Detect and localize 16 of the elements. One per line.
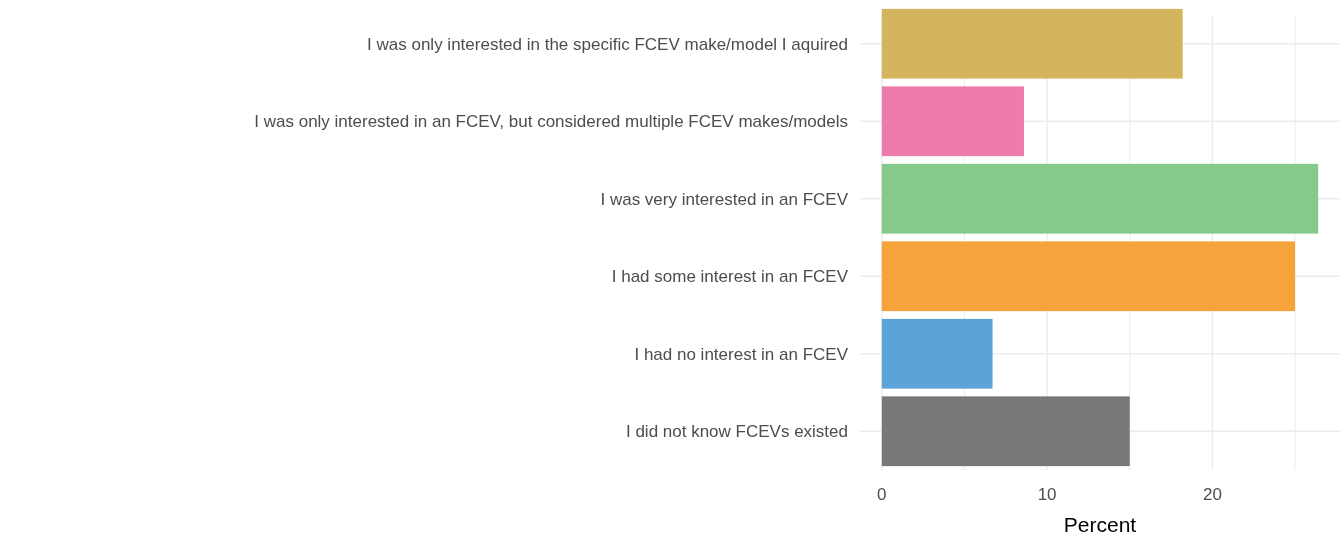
bar xyxy=(881,241,1296,312)
y-tick-label: I was only interested in the specific FCEV make/model I aquired xyxy=(367,34,848,54)
x-axis-title: Percent xyxy=(1063,513,1137,536)
y-tick-label: I had some interest in an FCEV xyxy=(611,267,849,287)
y-tick-label: I had no interest in an FCEV xyxy=(634,344,849,364)
x-tick-label: 0 xyxy=(877,485,887,504)
y-tick-label: I did not know FCEVs existed xyxy=(625,422,848,442)
bar xyxy=(881,86,1024,157)
bar xyxy=(881,318,993,389)
x-tick-label: 10 xyxy=(1037,485,1057,504)
bar xyxy=(881,163,1319,234)
y-tick-label: I was only interested in an FCEV, but considered multiple FCEV makes/models xyxy=(254,112,848,132)
y-tick-label: I was very interested in an FCEV xyxy=(600,189,849,209)
bar xyxy=(881,8,1183,79)
bar xyxy=(881,396,1130,467)
x-tick-label: 20 xyxy=(1202,485,1222,504)
